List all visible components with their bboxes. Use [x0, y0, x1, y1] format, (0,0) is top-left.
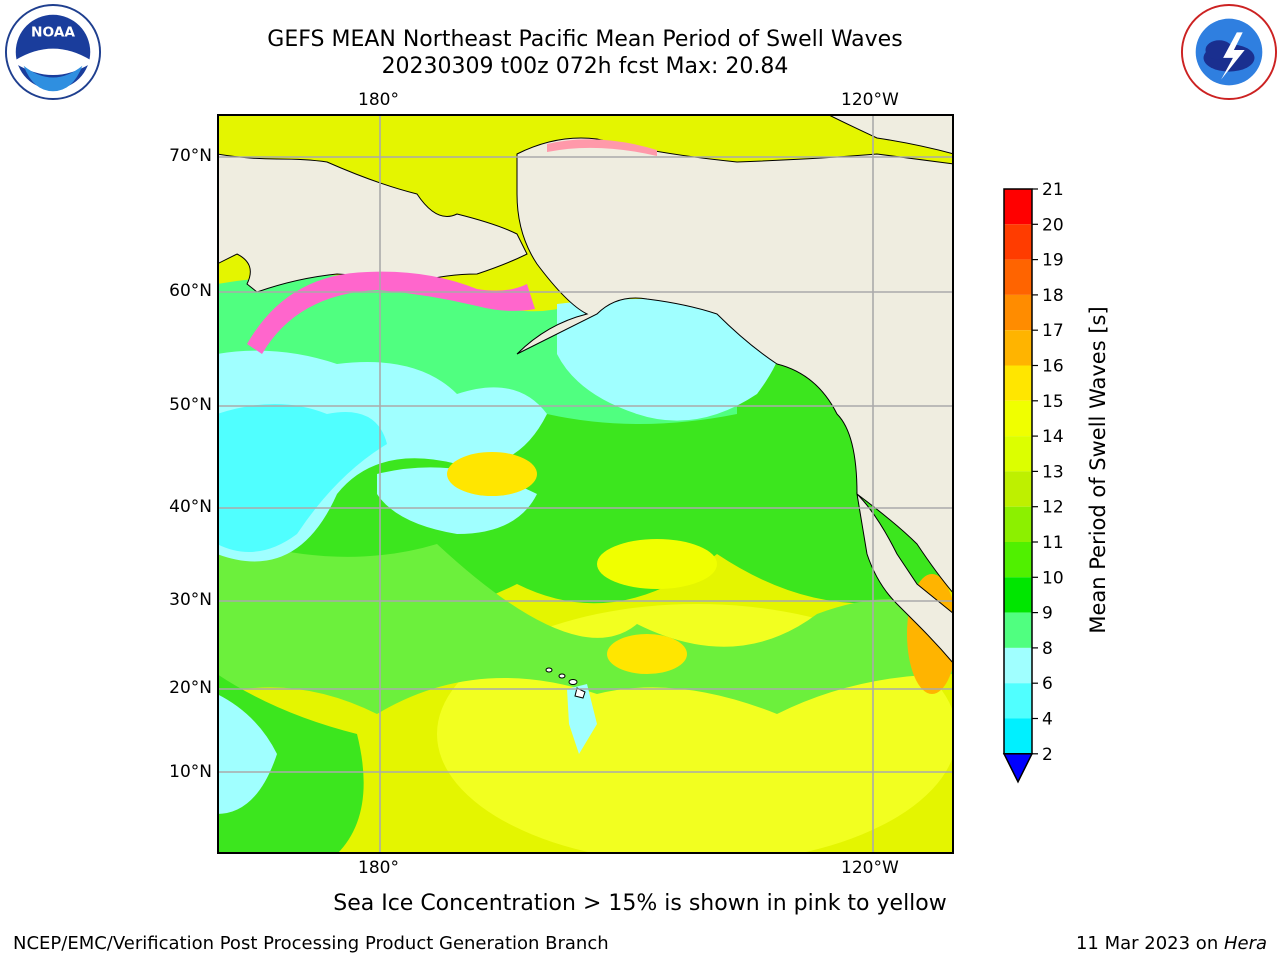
swell-zone-high-1 [447, 452, 537, 496]
colorbar-tick-label: 14 [1042, 427, 1064, 447]
graticule [217, 114, 954, 854]
colorbar-box [1004, 365, 1032, 401]
lon-label-top-120w: 120°W [841, 90, 899, 110]
colorbar: 21 20 19 18 17 16 15 14 13 12 11 10 9 8 6 4 2 [1002, 180, 1064, 784]
land-north-america-coast [856, 492, 954, 665]
lat-label-40n: 40°N [169, 497, 212, 517]
swell-period-map [217, 114, 954, 854]
footer-date: 11 Mar 2023 on Hera [1076, 933, 1267, 954]
lat-label-20n: 20°N [169, 678, 212, 698]
colorbar-box [1004, 647, 1032, 684]
colorbar-box [1004, 294, 1032, 331]
colorbar-tick-label: 10 [1042, 568, 1064, 588]
colorbar-box [1004, 718, 1032, 754]
nws-logo-icon [1180, 3, 1278, 101]
colorbar-tick-label: 17 [1042, 321, 1064, 341]
colorbar-box [1004, 683, 1032, 719]
hawaii-islands [545, 667, 586, 699]
colorbar-box [1004, 400, 1032, 437]
colorbar-box [1004, 436, 1032, 472]
swell-zone-high-2 [597, 539, 717, 589]
swell-zone-cyan-sw [217, 694, 277, 814]
colorbar-label: Mean Period of Swell Waves [s] [1086, 306, 1110, 634]
colorbar-box [1004, 506, 1032, 542]
colorbar-tick-label: 20 [1042, 215, 1064, 235]
swell-zone-cyan-alaska [557, 299, 783, 421]
colorbar-tick-label: 2 [1042, 745, 1053, 765]
footer-credit: NCEP/EMC/Verification Post Processing Pr… [13, 933, 609, 954]
noaa-logo-icon: NOAA [4, 3, 102, 101]
lon-label-top-180: 180° [358, 90, 399, 110]
swell-zone-green-west [217, 674, 364, 854]
colorbar-tick-label: 19 [1042, 251, 1064, 271]
colorbar-box [1004, 612, 1032, 648]
lat-label-50n: 50°N [169, 395, 212, 415]
colorbar-tick-label: 18 [1042, 286, 1064, 306]
colorbar-tick-label: 15 [1042, 392, 1064, 412]
colorbar-box [1004, 224, 1032, 260]
lat-label-60n: 60°N [169, 281, 212, 301]
land-arctic-islands [826, 114, 954, 155]
colorbar-box [1004, 577, 1032, 613]
colorbar-tick-label: 16 [1042, 357, 1064, 377]
colorbar-box [1004, 189, 1032, 225]
colorbar-tick-label: 6 [1042, 674, 1053, 694]
footer-date-text: 11 Mar 2023 on [1075, 933, 1224, 954]
lat-label-10n: 10°N [169, 762, 212, 782]
footer-host: Hera [1223, 933, 1267, 954]
colorbar-tick-label: 11 [1042, 533, 1064, 553]
swell-zone-high-3 [607, 634, 687, 674]
colorbar-extend-triangle [1002, 753, 1034, 784]
noaa-logo-text: NOAA [31, 24, 75, 40]
colorbar-box [1004, 542, 1032, 578]
colorbar-tick-label: 8 [1042, 639, 1053, 659]
colorbar-tick-label: 9 [1042, 604, 1053, 624]
sea-ice-arctic-fringe [547, 139, 657, 156]
colorbar-box [1004, 259, 1032, 295]
swell-zone-green-band [217, 534, 954, 714]
land-siberia [217, 153, 528, 293]
colorbar-tick-label: 21 [1042, 180, 1064, 200]
lon-label-bottom-180: 180° [358, 858, 399, 878]
chart-title: GEFS MEAN Northeast Pacific Mean Period … [267, 27, 903, 52]
lat-label-70n: 70°N [169, 146, 212, 166]
swell-zone-cyan-hawaii [567, 684, 597, 754]
swell-zone-cyan-core [217, 404, 387, 552]
colorbar-tick-label: 13 [1042, 462, 1064, 482]
colorbar-box [1004, 330, 1032, 366]
lat-label-30n: 30°N [169, 590, 212, 610]
colorbar-box [1004, 471, 1032, 507]
lon-label-bottom-120w: 120°W [841, 858, 899, 878]
colorbar-tick-label: 12 [1042, 498, 1064, 518]
sea-ice-note: Sea Ice Concentration > 15% is shown in … [333, 891, 947, 916]
land-alaska-canada [516, 137, 954, 595]
colorbar-tick-label: 4 [1042, 710, 1053, 730]
chart-subtitle: 20230309 t00z 072h fcst Max: 20.84 [381, 54, 789, 79]
